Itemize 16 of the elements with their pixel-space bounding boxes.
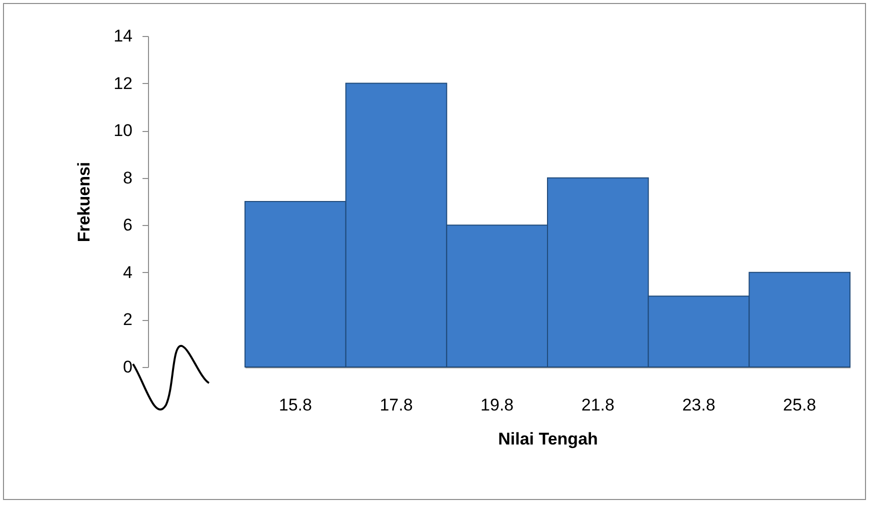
x-tick-label: 21.8: [581, 396, 614, 414]
y-tick-label: 14: [114, 26, 132, 46]
y-tick-label: 12: [114, 74, 132, 93]
x-tick-label: 17.8: [380, 396, 413, 414]
y-tick-label: 10: [114, 121, 132, 140]
y-tick-label: 4: [123, 262, 132, 282]
x-tick-label: 25.8: [783, 396, 816, 414]
x-tick-label: 19.8: [480, 396, 514, 414]
y-axis-title: Frekuensi: [74, 162, 94, 242]
x-axis-title: Nilai Tengah: [498, 430, 598, 448]
y-tick-label: 0: [123, 358, 132, 376]
y-tick-label: 2: [123, 310, 132, 330]
y-tick-label: 8: [123, 168, 132, 188]
x-tick-label: 23.8: [682, 396, 716, 414]
x-tick-label: 15.8: [278, 396, 312, 414]
y-tick-label: 6: [123, 216, 132, 235]
